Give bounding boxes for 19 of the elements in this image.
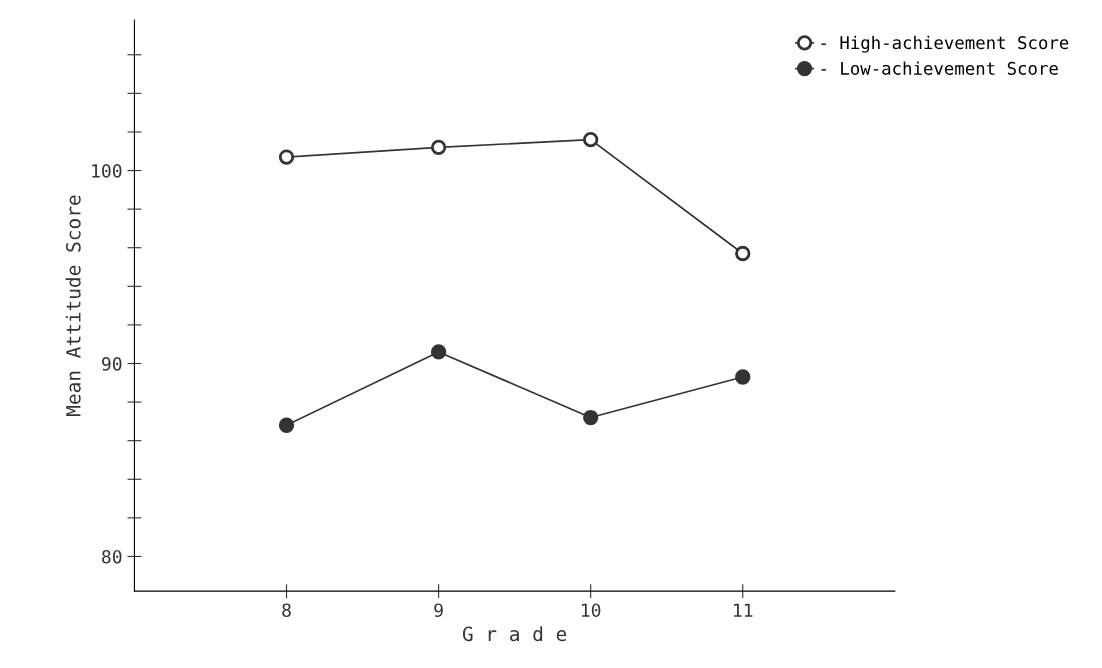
y-tick-label: 80 — [102, 549, 122, 564]
x-tick-label: 9 — [434, 603, 443, 618]
point — [735, 245, 751, 262]
legend-label: - Low-achievement Score — [821, 61, 1058, 75]
x-tick-label: 8 — [282, 603, 291, 618]
point — [430, 139, 447, 156]
y-axis-title: Mean Attitude Score — [65, 195, 81, 416]
point — [735, 369, 751, 385]
point — [278, 149, 295, 165]
point — [583, 409, 599, 426]
point — [583, 132, 599, 148]
point — [430, 344, 447, 360]
x-axis-title: G r a d e — [462, 626, 567, 642]
y-tick-label: 90 — [102, 357, 122, 371]
legend-label: - High-achievement Score — [821, 35, 1069, 53]
y-tick-label: 100 — [92, 164, 122, 178]
point — [278, 417, 295, 433]
x-tick-label: 11 — [734, 603, 753, 617]
x-tick-label: 10 — [581, 603, 601, 618]
